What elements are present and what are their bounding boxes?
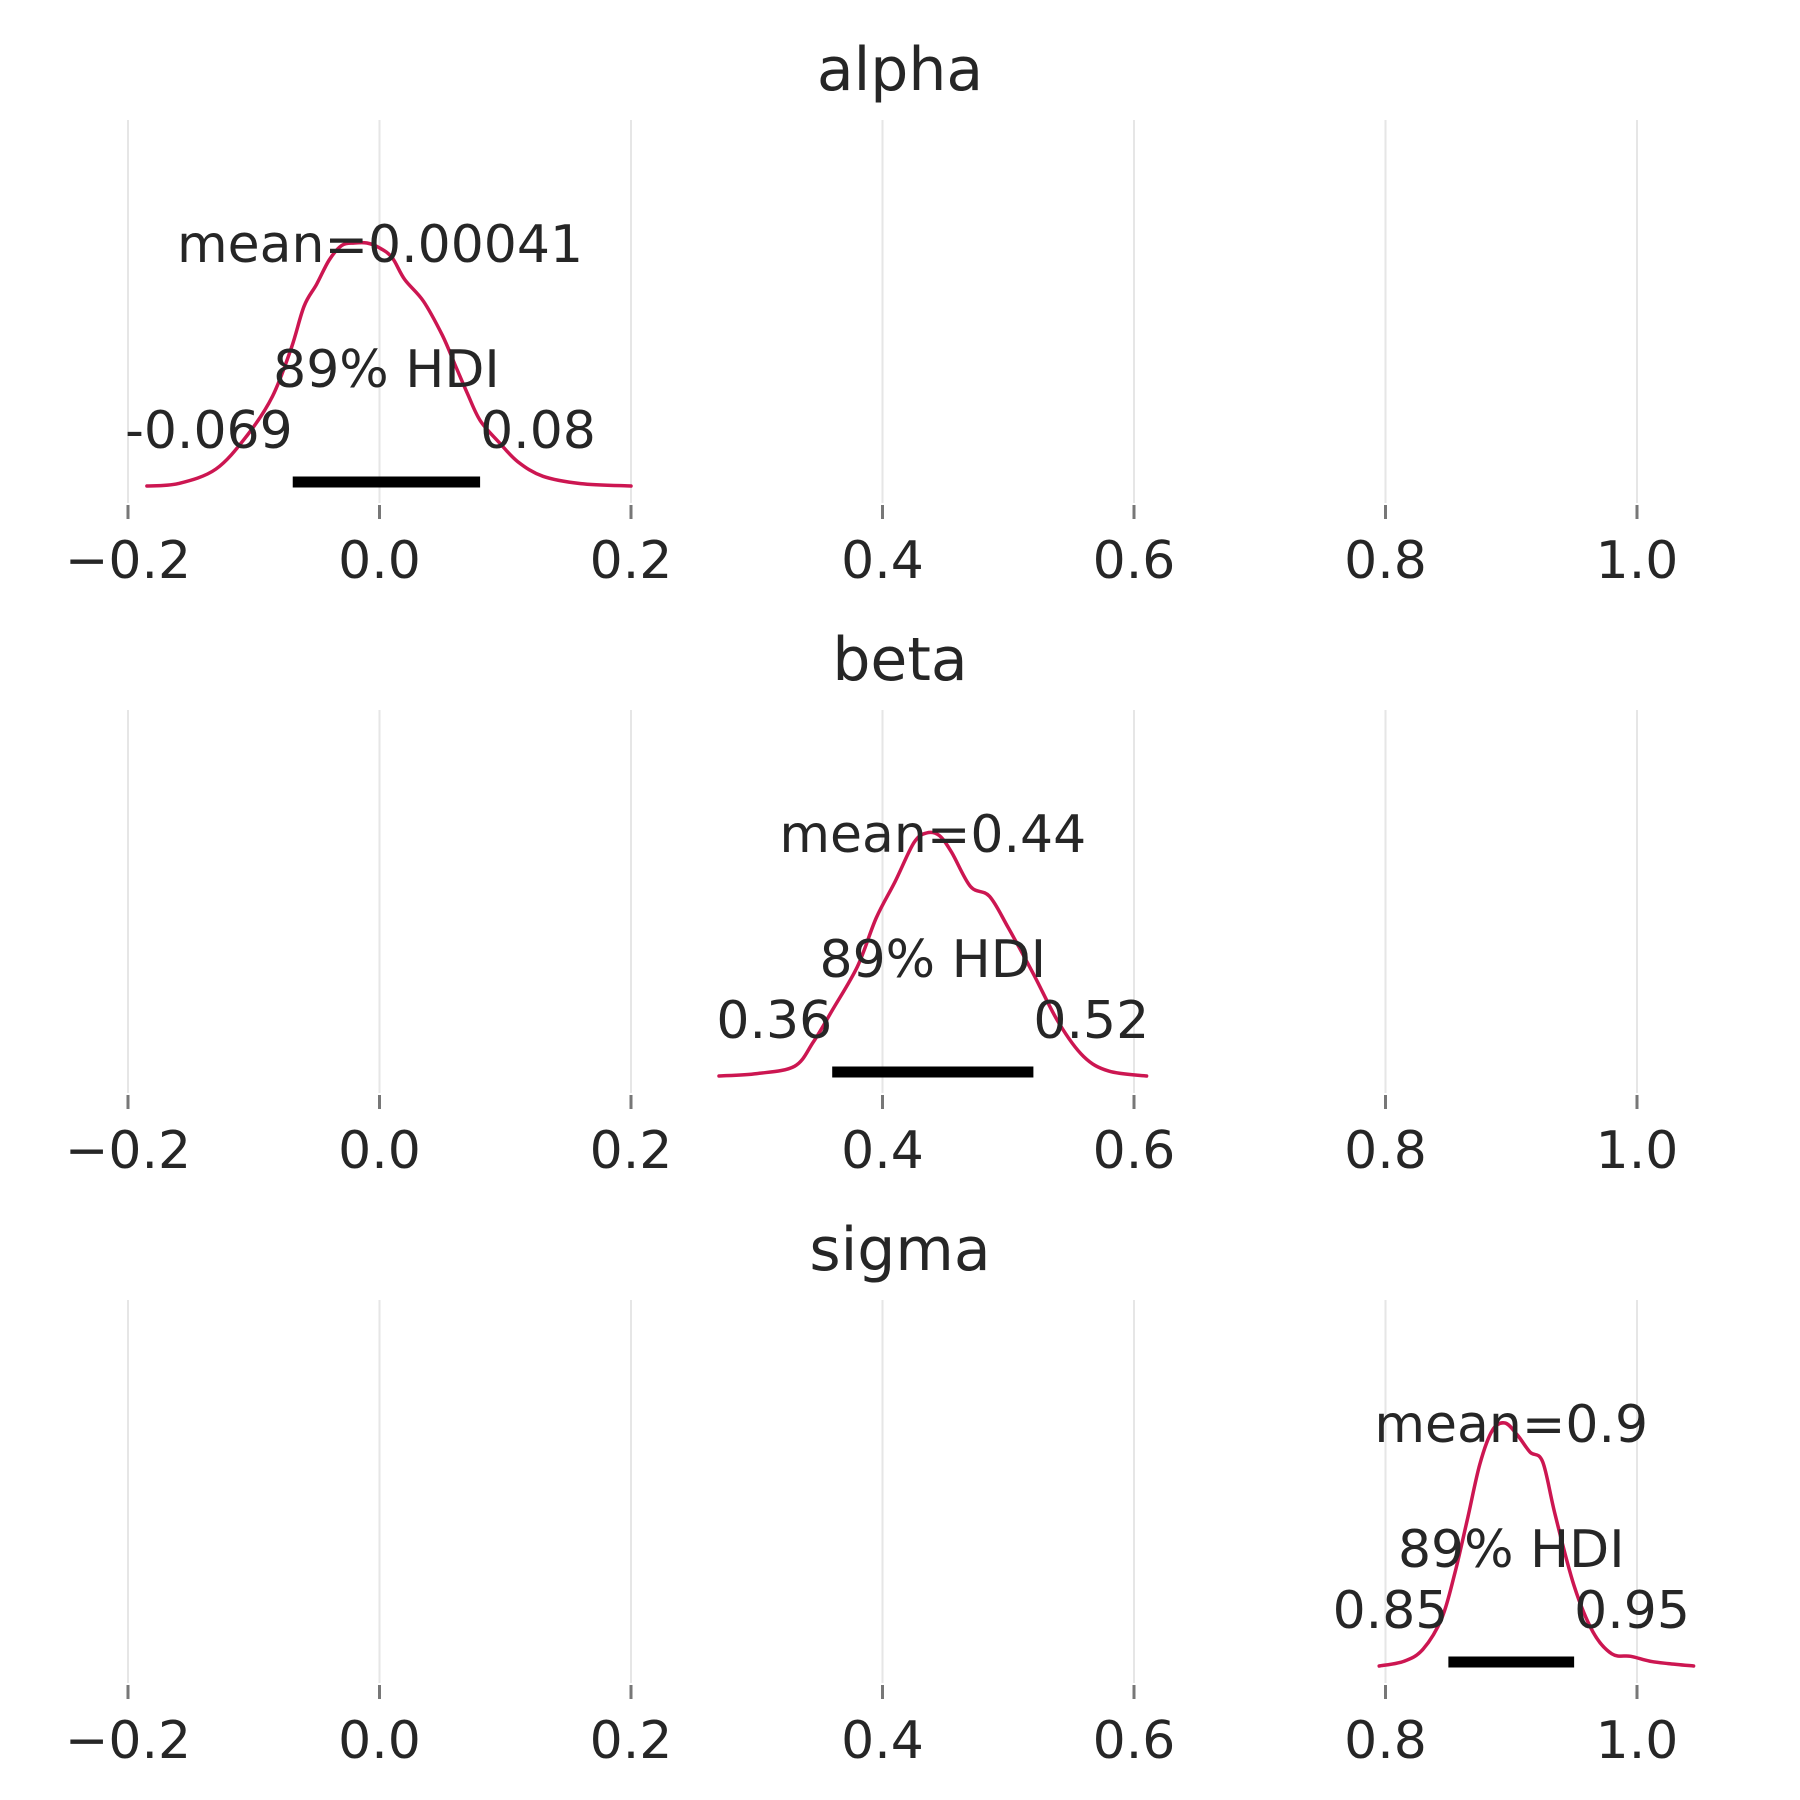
hdi-upper-label: 0.08 <box>480 401 596 461</box>
x-tick-label: −0.2 <box>65 1711 191 1771</box>
x-tick-label: −0.2 <box>65 531 191 591</box>
x-tick-label: 0.6 <box>1093 1121 1176 1181</box>
panels-container: alpha−0.2 0.0 0.2 0.4 0.6 0.8 1.0-0.069 0.0889%… <box>65 35 1696 1771</box>
mean-label: mean=0.9 <box>1374 1395 1648 1455</box>
mean-label: mean=0.44 <box>779 805 1086 865</box>
mean-label: mean=0.00041 <box>177 215 583 275</box>
hdi-lower-label: 0.85 <box>1333 1581 1449 1641</box>
panel-title: alpha <box>817 35 983 105</box>
hdi-prob-label: 89% HDI <box>820 930 1047 990</box>
panel-alpha: alpha −0.2 0.0 0.2 0.4 0.6 0.8 1.0 -0.069 0.0889%… <box>65 35 1678 591</box>
hdi-upper-label: 0.95 <box>1574 1581 1690 1641</box>
x-tick-label: 0.8 <box>1344 1121 1427 1181</box>
hdi-prob-label: 89% HDI <box>1398 1520 1625 1580</box>
density-curve-beta <box>717 830 1149 1078</box>
x-tick-label: 0.8 <box>1344 1711 1427 1771</box>
x-tick-label: 0.0 <box>338 1711 421 1771</box>
x-tick-label: −0.2 <box>65 1121 191 1181</box>
hdi-lower-label: 0.36 <box>716 991 832 1051</box>
x-tick-label: 0.2 <box>590 1711 673 1771</box>
x-tick-label: 0.4 <box>841 531 924 591</box>
x-tick-label: 1.0 <box>1596 1711 1679 1771</box>
x-tick-label: 0.2 <box>590 531 673 591</box>
x-tick-label: 0.6 <box>1093 1711 1176 1771</box>
panel-title: beta <box>832 625 967 695</box>
x-tick-label: 0.4 <box>841 1711 924 1771</box>
density-curve-sigma <box>1377 1421 1696 1668</box>
x-tick-label: 0.6 <box>1093 531 1176 591</box>
x-tick-label: 0.0 <box>338 1121 421 1181</box>
hdi-lower-label: -0.069 <box>125 401 293 461</box>
hdi-prob-label: 89% HDI <box>273 340 500 400</box>
panel-title: sigma <box>809 1215 990 1285</box>
density-curve-alpha <box>145 240 633 488</box>
hdi-upper-label: 0.52 <box>1033 991 1149 1051</box>
x-tick-label: 1.0 <box>1596 531 1679 591</box>
x-tick-label: 0.8 <box>1344 531 1427 591</box>
x-tick-label: 0.2 <box>590 1121 673 1181</box>
x-tick-label: 0.0 <box>338 531 421 591</box>
x-tick-label: 0.4 <box>841 1121 924 1181</box>
x-tick-label: 1.0 <box>1596 1121 1679 1181</box>
